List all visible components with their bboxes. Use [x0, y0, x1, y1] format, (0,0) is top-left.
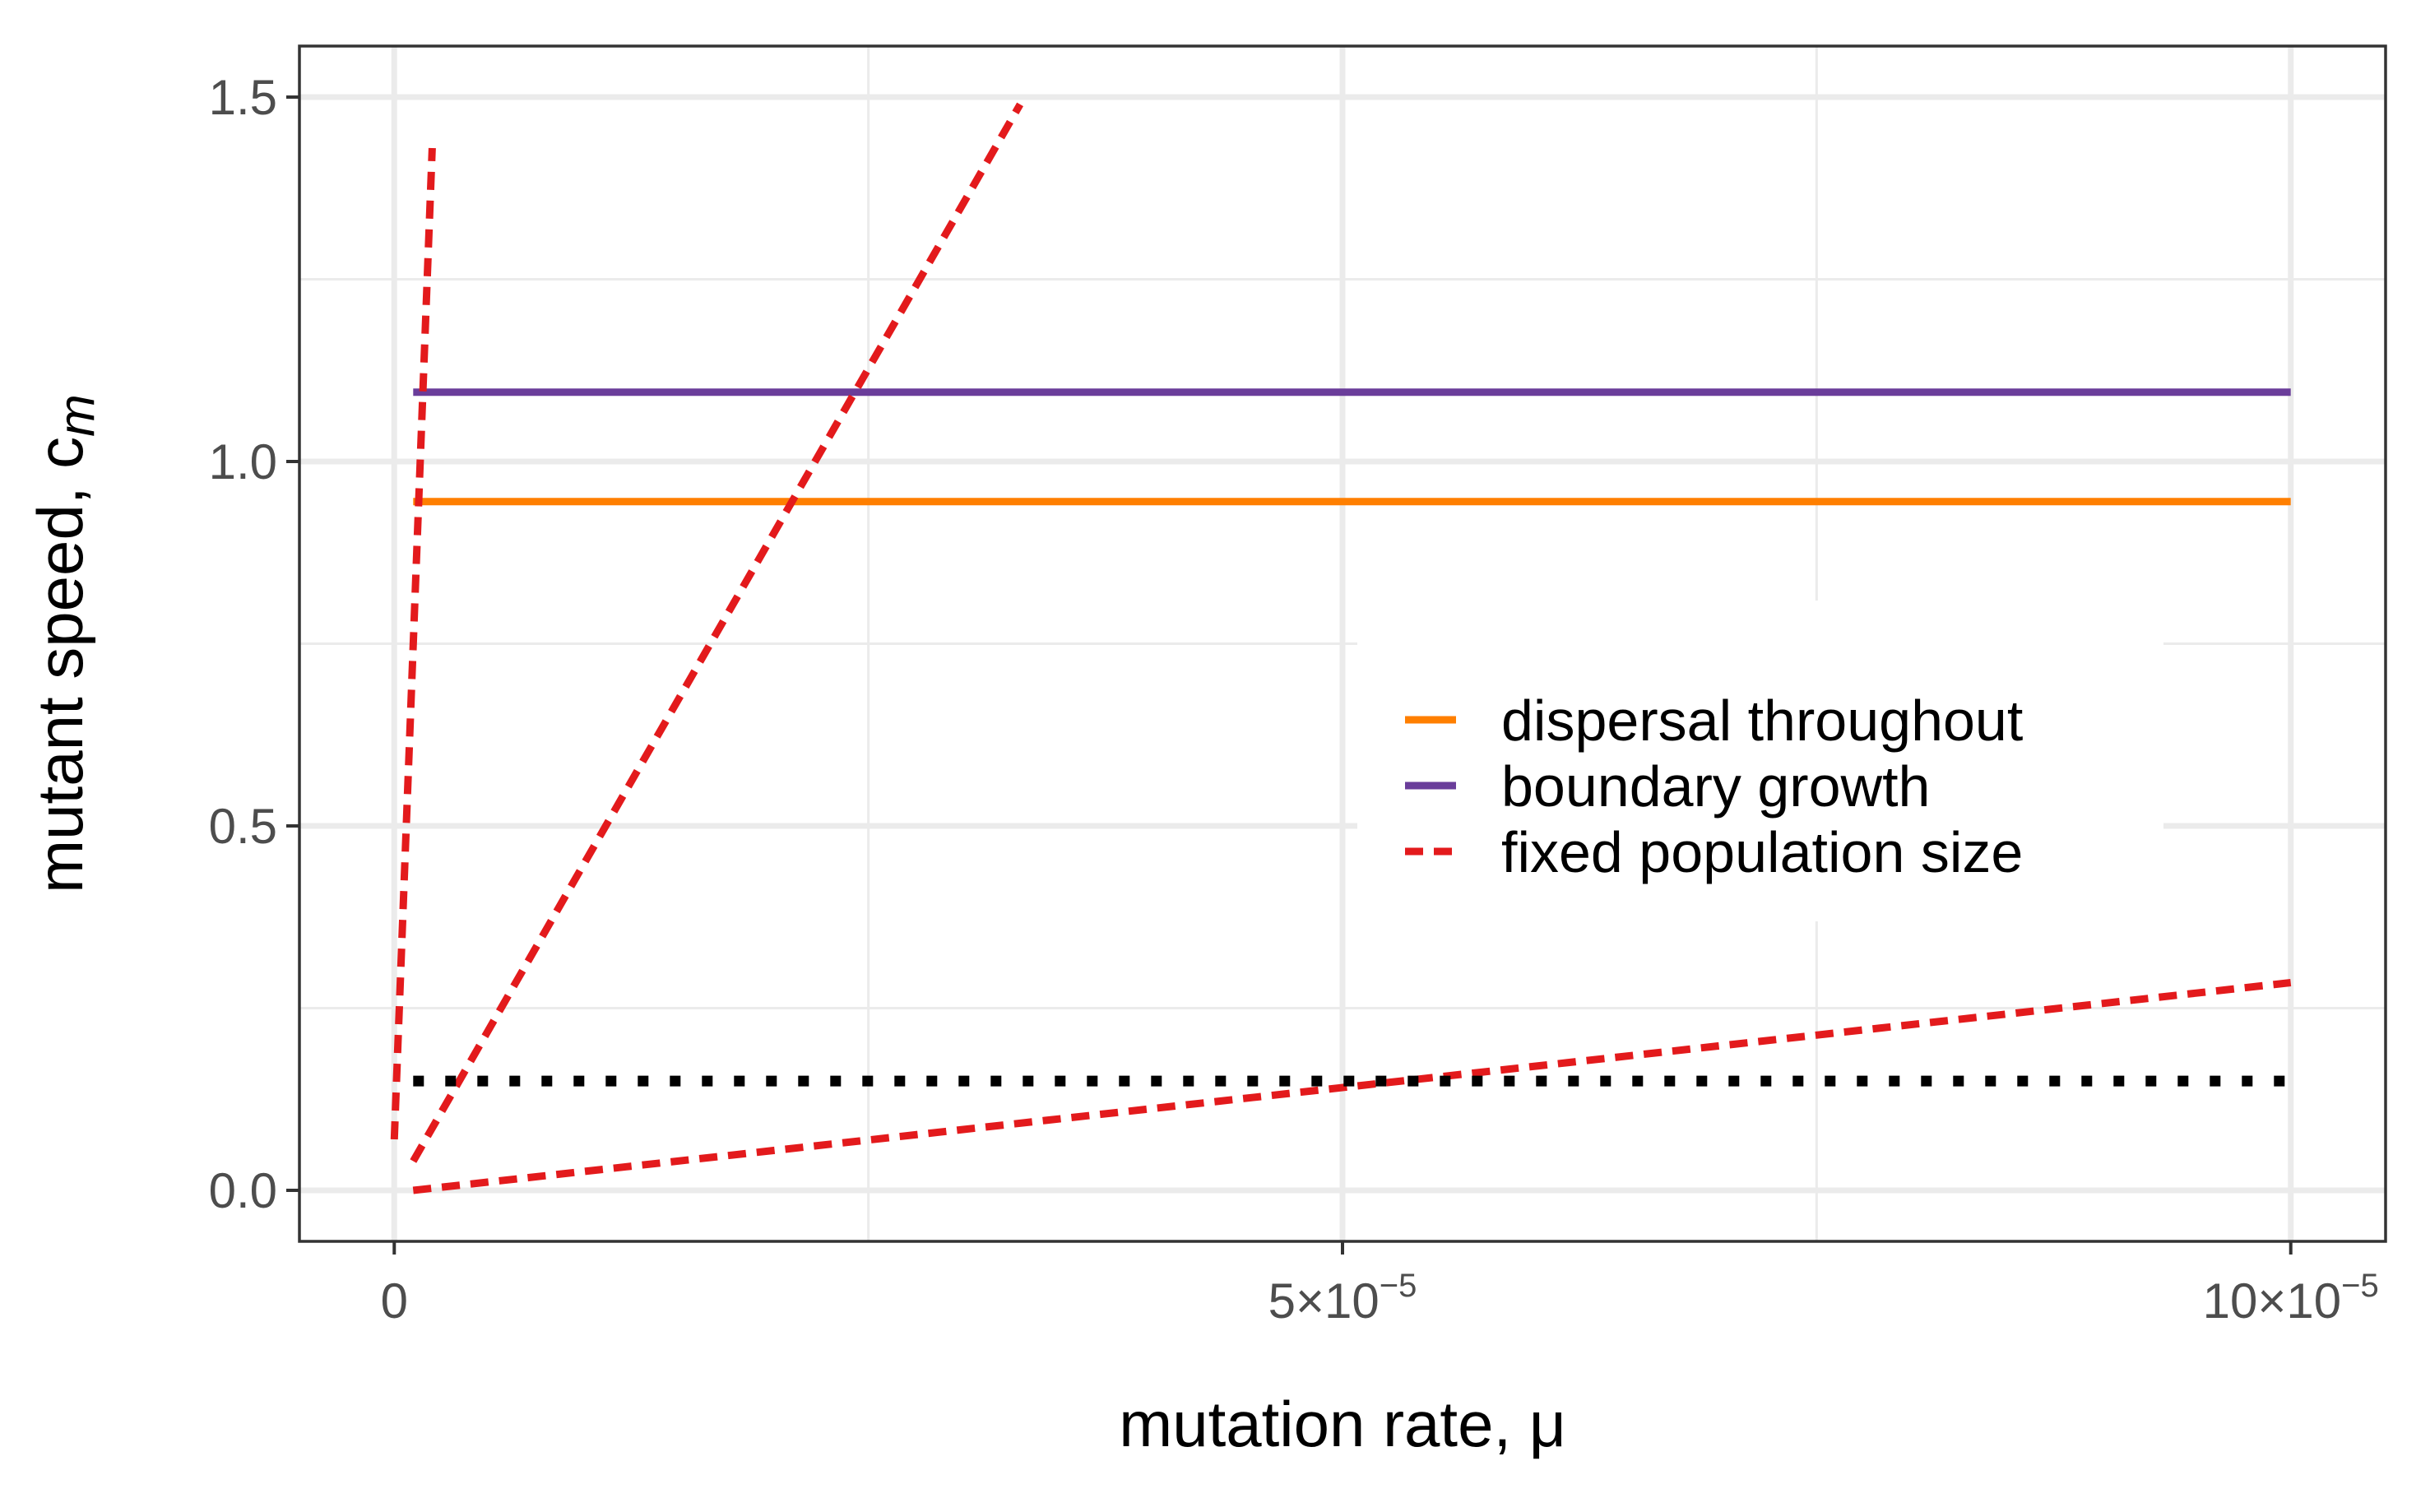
- legend-label-1: boundary growth: [1501, 754, 1930, 819]
- x-axis-title: mutation rate, μ: [1119, 1388, 1566, 1460]
- ticks-layer: 0.0 0.5 1.0 1.5 0 5×10−5 10×10−5: [209, 70, 2379, 1329]
- y-axis-title-subscript: m: [49, 394, 105, 437]
- legend-label-2: fixed population size: [1501, 820, 2023, 884]
- legend-label-0: dispersal throughout: [1501, 689, 2023, 753]
- x-tick-label: 5×10−5: [1268, 1268, 1417, 1329]
- y-tick-label: 0.5: [209, 799, 277, 854]
- x-tick-label: 0: [381, 1273, 408, 1329]
- y-axis-title-main: mutant speed, c: [24, 437, 96, 893]
- x-tick-label: 10×10−5: [2203, 1268, 2379, 1329]
- y-tick-label: 0.0: [209, 1163, 277, 1218]
- y-axis-title: mutant speed, cm: [24, 394, 105, 893]
- legend-background: [1357, 601, 2163, 921]
- series-line-2: [390, 147, 436, 1140]
- series-line-3: [410, 102, 1024, 1163]
- y-tick-label: 1.5: [209, 70, 277, 125]
- series-layer: [390, 102, 2292, 1194]
- y-tick-label: 1.0: [209, 434, 277, 489]
